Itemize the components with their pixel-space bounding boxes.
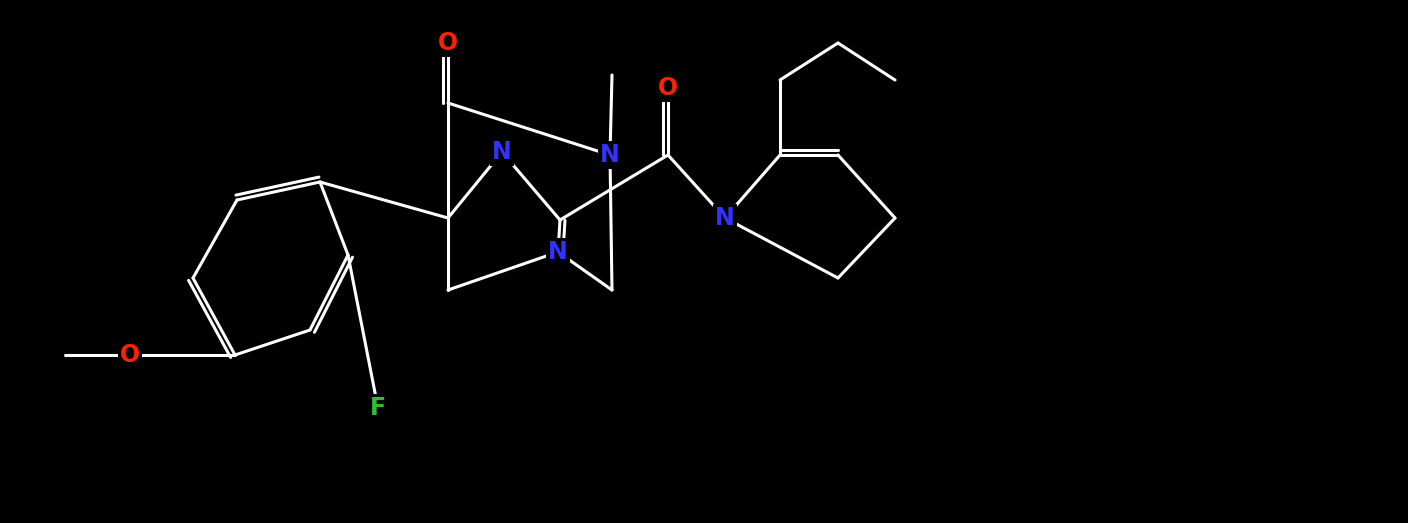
Text: O: O — [120, 343, 139, 367]
Text: N: N — [715, 206, 735, 230]
Text: F: F — [370, 396, 386, 420]
Text: N: N — [493, 140, 513, 164]
Text: N: N — [548, 240, 567, 264]
Text: O: O — [438, 31, 458, 55]
Text: O: O — [658, 76, 679, 100]
Text: N: N — [600, 143, 620, 167]
